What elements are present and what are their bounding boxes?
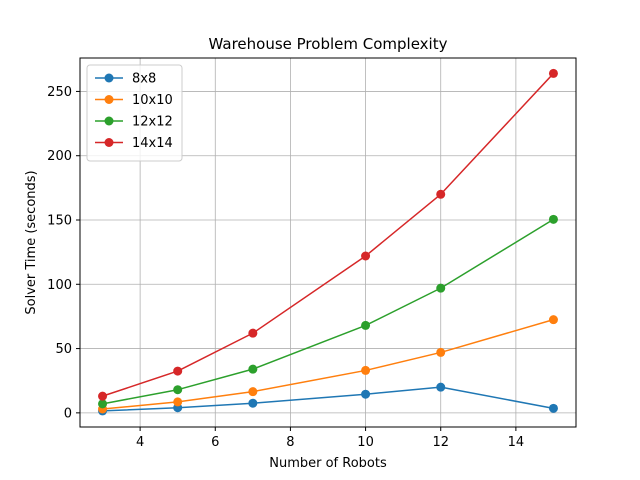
x-tick-label: 10 (357, 435, 374, 450)
legend-label: 8x8 (132, 72, 156, 87)
data-point (436, 189, 446, 199)
x-tick-label: 6 (211, 435, 219, 450)
data-point (173, 385, 183, 395)
data-point (248, 387, 258, 397)
series-14x14 (98, 68, 558, 401)
x-tick-label: 4 (136, 435, 144, 450)
legend-label: 14x14 (132, 136, 173, 151)
legend-label: 10x10 (132, 93, 173, 108)
data-point (173, 397, 183, 407)
series-layer (98, 68, 558, 416)
legend-marker (104, 116, 114, 126)
y-tick-label: 150 (47, 214, 72, 229)
y-tick-label: 50 (55, 342, 72, 357)
series-line (102, 72, 554, 397)
y-tick-label: 250 (47, 85, 72, 100)
data-point (248, 328, 258, 338)
data-point (548, 214, 558, 224)
data-point (548, 68, 558, 78)
x-tick-label: 8 (286, 435, 294, 450)
data-point (361, 365, 371, 375)
legend-label: 12x12 (132, 115, 173, 130)
series-10x10 (98, 315, 558, 414)
chart-title: Warehouse Problem Complexity (209, 35, 448, 53)
series-line (102, 386, 554, 412)
data-point (361, 389, 371, 399)
data-point (436, 283, 446, 293)
series-12x12 (98, 214, 558, 409)
plot-frame (79, 57, 577, 428)
x-tick-label: 14 (508, 435, 525, 450)
data-point (436, 347, 446, 357)
series-line (102, 218, 554, 405)
data-point (173, 366, 183, 376)
grid (80, 58, 576, 427)
x-axis-label: Number of Robots (269, 456, 387, 471)
legend: 8x8 10x10 12x12 14x14 (86, 64, 183, 162)
data-point (248, 364, 258, 374)
data-point (98, 399, 108, 409)
data-point (361, 251, 371, 261)
y-axis-label: Solver Time (seconds) (24, 170, 39, 314)
legend-marker (104, 138, 114, 147)
y-tick-label: 100 (47, 278, 72, 293)
ticks: 4 6 8 10 12 14 0 50 100 150 200 250 (47, 85, 524, 450)
x-tick-label: 12 (432, 435, 449, 450)
data-point (248, 398, 258, 408)
data-point (548, 315, 558, 325)
legend-marker (104, 73, 114, 83)
series-line (102, 318, 554, 410)
y-tick-label: 0 (64, 406, 72, 421)
y-tick-label: 200 (47, 149, 72, 164)
legend-box (86, 64, 183, 162)
data-point (98, 391, 108, 401)
data-point (548, 403, 558, 413)
data-point (436, 382, 446, 392)
legend-marker (104, 95, 114, 104)
data-point (361, 320, 371, 330)
